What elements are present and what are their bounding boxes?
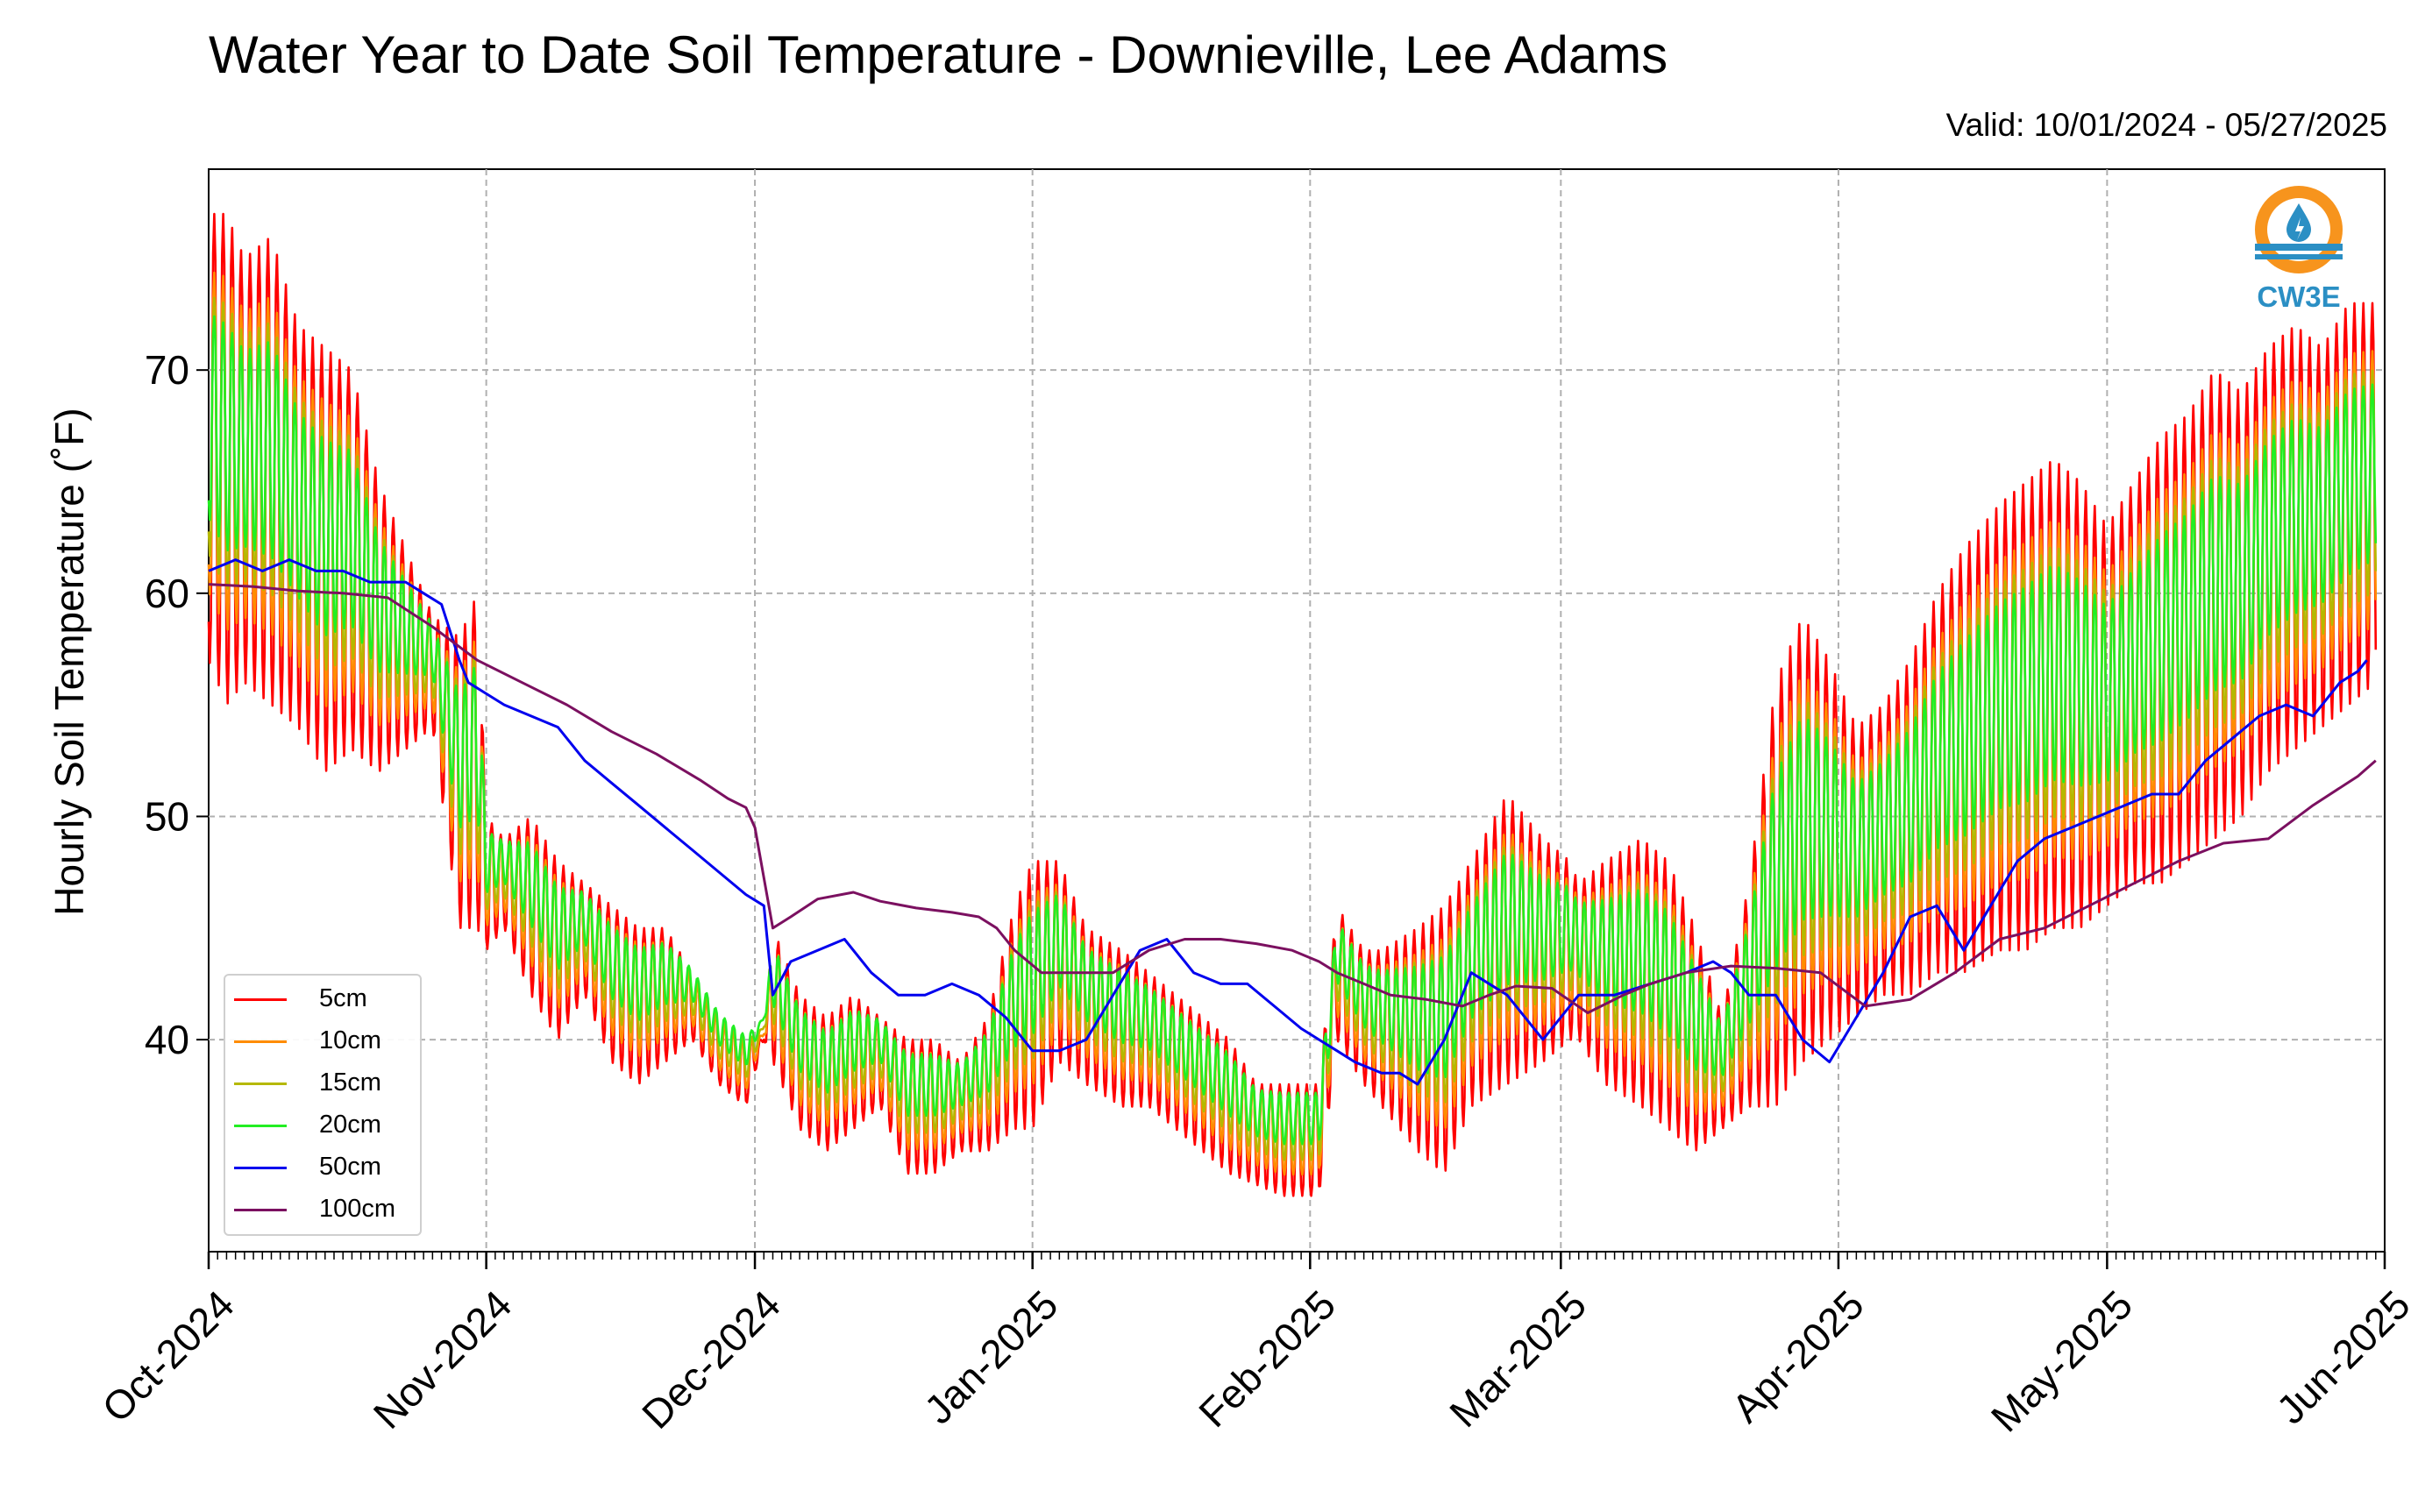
x-tick-label: Dec-2024	[633, 1281, 789, 1437]
legend-label: 10cm	[319, 1026, 381, 1054]
y-tick-label: 50	[145, 793, 189, 839]
legend-label: 20cm	[319, 1111, 381, 1139]
legend: 5cm 10cm 15cm 20cm 50cm 100cm	[224, 974, 422, 1236]
x-tick-label: Nov-2024	[365, 1281, 521, 1437]
x-tick-label: Feb-2025	[1190, 1281, 1344, 1436]
legend-label: 5cm	[319, 984, 367, 1012]
series-line-50cm	[208, 558, 2368, 1086]
y-tick-label: 40	[145, 1017, 189, 1062]
legend-item: 5cm	[225, 983, 420, 1018]
chart-title: Water Year to Date Soil Temperature - Do…	[209, 25, 1668, 84]
legend-swatch	[234, 1125, 287, 1127]
grid-lines	[209, 169, 2385, 1252]
legend-item: 10cm	[225, 1025, 420, 1060]
x-tick-label: Jun-2025	[2267, 1281, 2418, 1432]
legend-item: 50cm	[225, 1151, 420, 1186]
x-tick-label: Apr-2025	[1723, 1281, 1873, 1431]
legend-item: 100cm	[225, 1193, 420, 1228]
legend-item: 20cm	[225, 1109, 420, 1144]
water-drop-logo-icon	[2255, 186, 2343, 273]
x-tick-label: Jan-2025	[915, 1281, 1066, 1432]
cw3e-logo: CW3E	[2251, 182, 2346, 323]
legend-swatch	[234, 1209, 287, 1211]
x-tick-label: Oct-2024	[93, 1281, 243, 1431]
valid-date-range: Valid: 10/01/2024 - 05/27/2025	[1945, 107, 2387, 143]
legend-swatch	[234, 1167, 287, 1169]
legend-swatch	[234, 1040, 287, 1043]
series-line-20cm	[207, 315, 2378, 1146]
legend-item: 15cm	[225, 1067, 420, 1102]
x-tick-label: May-2025	[1982, 1281, 2141, 1440]
y-tick-label: 60	[145, 571, 189, 616]
legend-swatch	[234, 1083, 287, 1085]
legend-label: 15cm	[319, 1068, 381, 1097]
x-tick-label: Mar-2025	[1440, 1281, 1595, 1436]
legend-label: 50cm	[319, 1153, 381, 1181]
legend-swatch	[234, 998, 287, 1001]
series-lines	[207, 212, 2378, 1197]
legend-label: 100cm	[319, 1195, 396, 1223]
series-line-100cm	[208, 583, 2377, 1014]
plot-area	[208, 168, 2386, 1253]
y-tick-label: 70	[145, 347, 189, 393]
logo-text: CW3E	[2257, 280, 2341, 313]
